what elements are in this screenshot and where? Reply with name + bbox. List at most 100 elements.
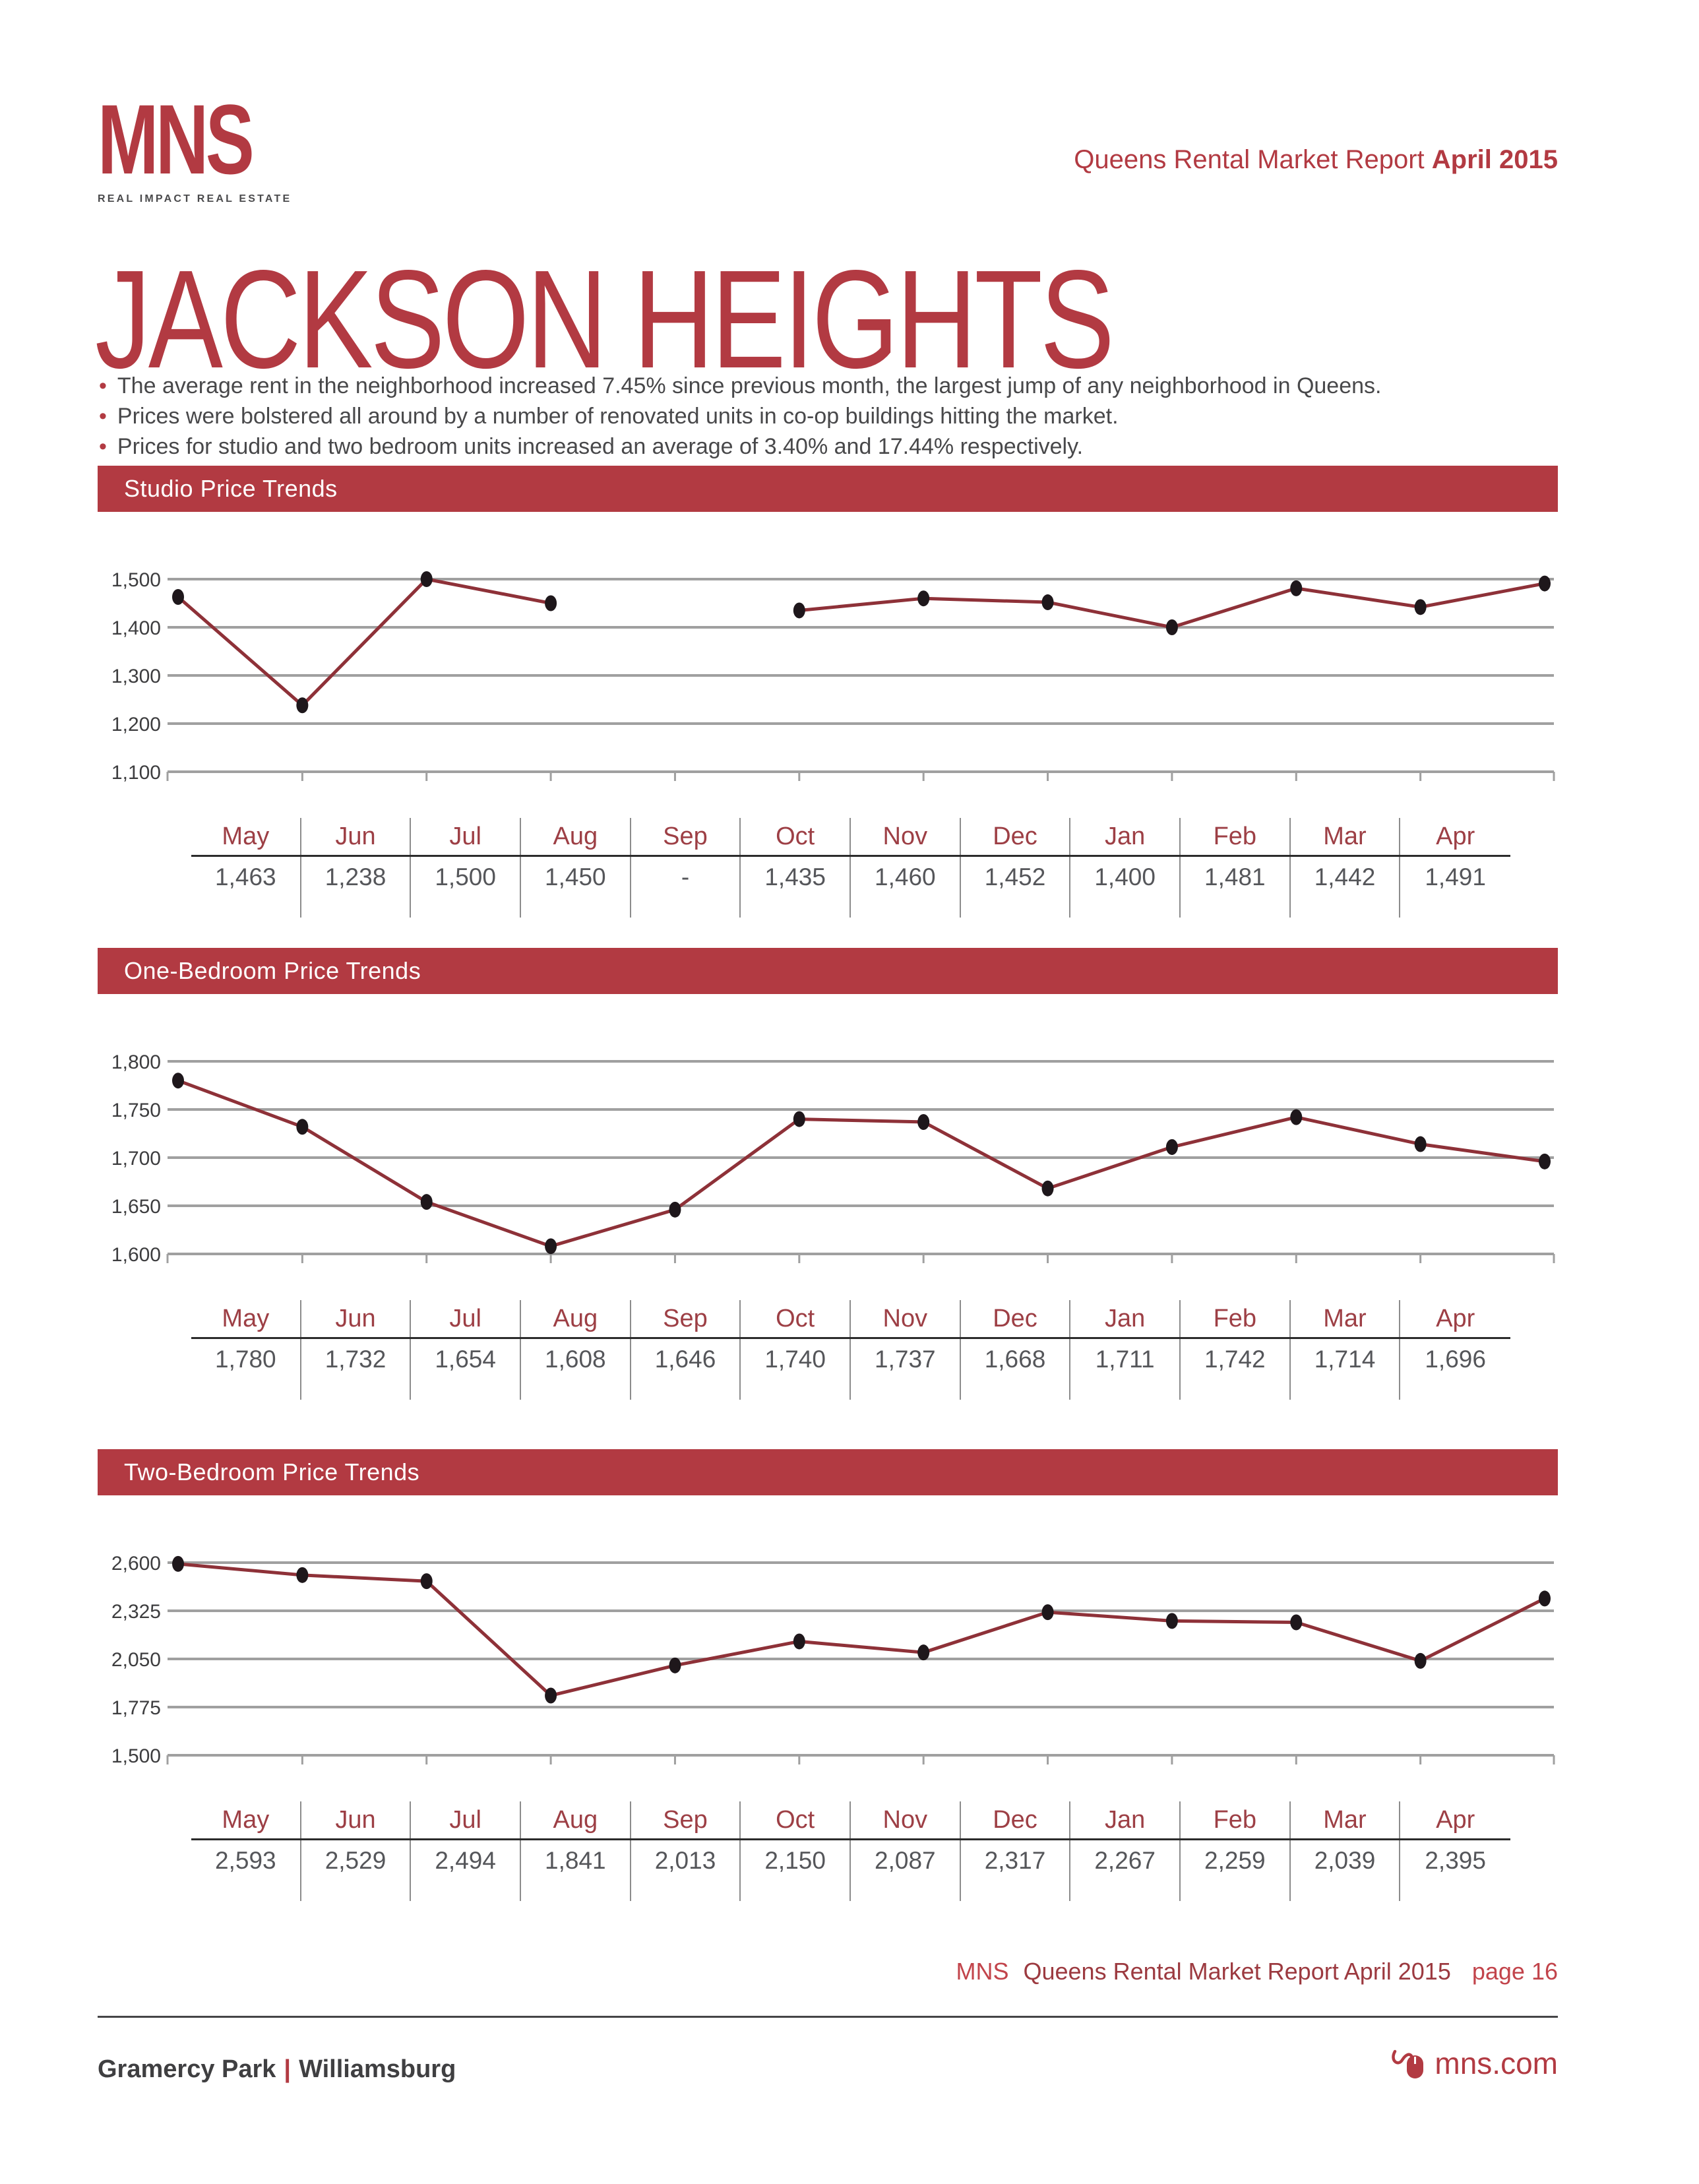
section-header-bar: Two-Bedroom Price Trends [98,1449,1558,1495]
month-label: Jun [301,1300,412,1337]
data-point [1290,580,1303,596]
price-value: 1,452 [961,857,1071,918]
months-row: May Jun Jul Aug Sep Oct Nov Dec Jan Feb Mar Apr [191,1801,1510,1838]
values-row: 1,780 1,732 1,654 1,608 1,646 1,740 1,737 1,668… [191,1339,1510,1400]
price-value: 2,593 [191,1840,301,1901]
price-value: 1,714 [1291,1339,1401,1400]
mns-logo: MNS REAL IMPACT REAL ESTATE [98,90,305,205]
price-value: 2,529 [301,1840,412,1901]
month-label: Feb [1181,1300,1291,1337]
price-value: 1,435 [741,857,851,918]
price-value: 1,742 [1181,1339,1291,1400]
month-label: Mar [1291,1801,1401,1838]
data-point [545,1238,557,1255]
data-point [1041,594,1054,611]
month-label: May [191,1801,301,1838]
y-axis-tick-label: 1,775 [111,1697,161,1719]
data-point [1290,1614,1303,1631]
data-point [1539,575,1551,592]
y-axis-tick-label: 2,050 [111,1649,161,1671]
report-header: Queens Rental Market Report April 2015 [1074,145,1558,175]
price-value: 1,696 [1425,1346,1486,1373]
studio-line-chart: 1,100 1,200 1,300 1,400 1,500 [98,545,1558,809]
data-point [545,595,557,611]
line-chart-svg: 1,500 1,775 2,050 2,325 2,600 [111,1553,1555,1767]
price-value: 1,460 [851,857,961,918]
month-label: Jan [1070,818,1181,855]
bullet-icon: • [99,404,107,429]
month-label: Oct [741,1801,851,1838]
y-axis-tick-label: 2,325 [111,1601,161,1623]
month-label: May [191,1300,301,1337]
month-label: Dec [961,1801,1071,1838]
data-point [1414,1136,1427,1152]
month-label: Sep [631,818,741,855]
month-label: Apr [1436,1806,1475,1834]
data-point [1041,1604,1054,1621]
price-value: 1,654 [411,1339,521,1400]
price-value: 2,395 [1425,1847,1486,1874]
data-point [793,1633,805,1650]
y-axis-tick-label: 1,600 [111,1244,161,1266]
month-label: Feb [1181,1801,1291,1838]
table-rule [191,855,1510,857]
month-label: Jul [411,1801,521,1838]
section-header-bar: One-Bedroom Price Trends [98,948,1558,994]
data-point [420,1573,433,1590]
section-title: Studio Price Trends [124,475,338,502]
two-bedroom-line-chart: 1,500 1,775 2,050 2,325 2,600 [98,1528,1558,1792]
y-axis-tick-label: 1,700 [111,1148,161,1170]
month-label: Dec [961,1300,1071,1337]
month-label: Jan [1070,1801,1181,1838]
footer-website[interactable]: mns.com [1390,2042,1558,2084]
month-label: Mar [1291,818,1401,855]
values-row: 2,593 2,529 2,494 1,841 2,013 2,150 2,087 2,317… [191,1840,1510,1901]
price-value: 1,463 [191,857,301,918]
data-point [793,1111,805,1127]
price-value: 1,668 [961,1339,1071,1400]
summary-bullets: • The average rent in the neighborhood in… [99,371,1381,462]
price-value: 1,450 [521,857,631,918]
y-axis-tick-label: 2,600 [111,1553,161,1575]
bullet-item: • Prices were bolstered all around by a n… [99,401,1381,431]
section-one-bedroom: One-Bedroom Price Trends 1,600 1,650 1,700… [98,948,1558,1410]
bullet-icon: • [99,373,107,398]
price-value: 1,400 [1070,857,1181,918]
bullet-icon: • [99,434,107,459]
footer-divider [98,2016,1558,2018]
data-point [1165,1613,1178,1629]
line-chart-svg: 1,100 1,200 1,300 1,400 1,500 [111,569,1555,784]
section-header-bar: Studio Price Trends [98,466,1558,512]
y-axis-tick-label: 1,500 [111,1745,161,1767]
website-url[interactable]: mns.com [1435,2046,1558,2080]
trend-line [177,1562,1546,1698]
data-point [296,697,309,714]
price-value: - [631,857,741,918]
one-bedroom-line-chart: 1,600 1,650 1,700 1,750 1,800 [98,1027,1558,1291]
mouse-icon [1392,2049,1424,2078]
bullet-text: Prices were bolstered all around by a nu… [117,404,1119,429]
month-label: Jul [411,1300,521,1337]
values-row: 1,463 1,238 1,500 1,450-1,435 1,460 1,452 1,40… [191,857,1510,918]
price-value: 2,267 [1070,1840,1181,1901]
studio-price-table: May Jun Jul Aug Sep Oct Nov Dec Jan Feb Mar Apr 1,46… [191,818,1510,918]
bullet-item: • Prices for studio and two bedroom units… [99,431,1381,462]
price-value: 1,780 [191,1339,301,1400]
month-label: Jun [301,1801,412,1838]
data-point [172,1073,184,1089]
section-studio: Studio Price Trends 1,100 1,200 1,300 1,400… [98,466,1558,927]
section-title: Two-Bedroom Price Trends [124,1458,420,1485]
price-value: 2,317 [961,1840,1071,1901]
data-point [1414,1652,1427,1669]
month-label: Jan [1070,1300,1181,1337]
y-axis-tick-label: 1,750 [111,1100,161,1121]
price-value: 2,013 [631,1840,741,1901]
data-point [545,1687,557,1704]
two-bedroom-price-table: May Jun Jul Aug Sep Oct Nov Dec Jan Feb Mar Apr 2,59… [191,1801,1510,1901]
bullet-item: • The average rent in the neighborhood in… [99,371,1381,401]
month-label: Aug [521,1300,631,1337]
data-point [1041,1180,1054,1197]
y-axis-tick-label: 1,200 [111,714,161,735]
data-point [172,1555,184,1572]
months-row: May Jun Jul Aug Sep Oct Nov Dec Jan Feb Mar Apr [191,818,1510,855]
